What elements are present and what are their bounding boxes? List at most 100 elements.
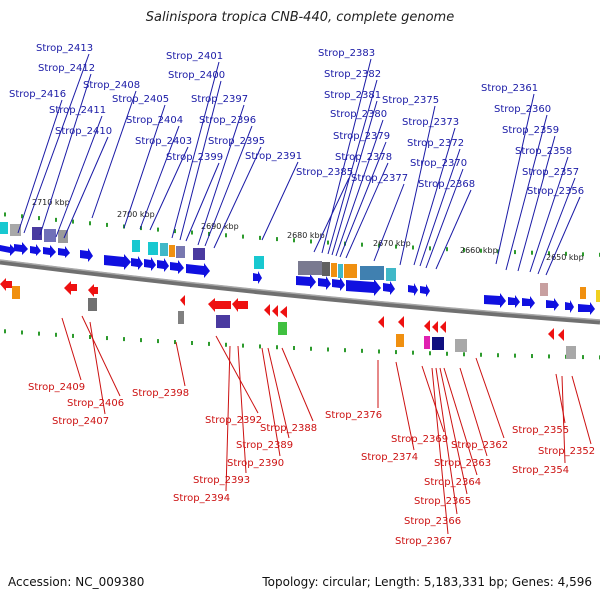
ring-tick [514,353,516,358]
feature-box [0,222,8,234]
leader-line [431,367,449,535]
gene-label: Strop_2365 [414,496,471,507]
ring-tick [412,245,414,250]
gene-label: Strop_2412 [38,63,95,74]
feature-box [386,268,396,281]
ring-tick [55,217,57,222]
tick-label: 2670 kbp [373,239,411,248]
ring-tick [327,347,329,352]
gene-arrow [565,300,574,313]
gene-label: Strop_2378 [335,152,392,163]
leader-line [213,146,262,249]
leader-line [179,80,222,241]
gene-arrow [186,263,210,278]
ring-tick [208,231,210,236]
gene-arrow [131,256,143,270]
gene-label: Strop_2393 [193,475,250,486]
gene-arrow [522,296,535,309]
ring-tick [548,354,550,359]
ring-tick [361,242,363,247]
feature-box [322,262,330,276]
ring-tick [21,330,23,335]
leader-line [413,127,456,266]
leader-line [335,119,384,257]
ring-tick [174,229,176,234]
gene-label: Strop_2375 [382,95,439,106]
tick-label: 2700 kbp [117,210,155,219]
gene-arrow [208,298,231,312]
gene-arrow [157,258,169,272]
gene-label: Strop_2401 [166,51,223,62]
leader-line [373,183,405,262]
ring-tick [123,337,125,342]
feature-box [278,322,287,335]
feature-boxes [0,222,600,359]
leader-lines [17,53,592,535]
leader-line [459,367,488,457]
gene-arrow [0,278,12,291]
ring-tick [4,212,6,217]
gene-label: Strop_2411 [49,105,106,116]
gene-arrow [0,244,16,256]
feature-box [12,286,20,299]
leader-line [505,114,548,271]
gene-arrow [253,271,262,284]
gene-arrow [558,329,564,341]
gene-arrow [546,298,559,311]
gene-arrow [104,254,131,270]
gene-label: Strop_2413 [36,43,93,54]
gene-label: Strop_2382 [324,69,381,80]
forward-genes [0,242,595,315]
gene-label: Strop_2352 [538,446,595,457]
gene-label: Strop_2397 [191,94,248,105]
ring-tick [412,350,414,355]
gene-arrow [64,281,77,295]
gene-label: Strop_2368 [418,179,475,190]
ring-tick [497,353,499,358]
leader-line [475,357,505,439]
ring-tick [480,352,482,357]
leader-line [61,317,82,381]
gene-label: Strop_2355 [512,425,569,436]
gene-label: Strop_2356 [527,186,584,197]
kbp-ticks: 2710 kbp 2700 kbp 2690 kbp 2680 kbp 2670… [32,198,584,262]
gene-label: Strop_2416 [9,89,66,100]
ring-tick [463,352,465,357]
leader-line [171,61,220,239]
ring-tick [378,243,380,248]
gene-label: Strop_2399 [166,152,223,163]
gene-label: Strop_2360 [494,104,551,115]
leader-line [225,345,231,492]
ring-tick [4,329,6,334]
gene-label: Strop_2380 [330,109,387,120]
ring-tick [157,227,159,232]
ring-tick [89,335,91,340]
ring-tick [531,250,533,255]
leader-line [327,79,378,255]
reverse-genes [0,278,564,341]
leader-line [421,365,445,433]
gene-label: Strop_2370 [410,158,467,169]
gene-label: Strop_2398 [132,388,189,399]
ring-tick [582,355,584,360]
ring-tick [89,221,91,226]
gene-arrow [432,321,438,333]
ring-tick [72,219,74,224]
leader-line [23,53,90,234]
gene-label: Strop_2362 [451,440,508,451]
leader-line [439,367,468,495]
ring-tick [276,237,278,242]
ring-tick [225,342,227,347]
ring-tracks [4,212,600,360]
gene-arrow [378,316,384,328]
leader-line [81,315,121,397]
leader-line [425,168,464,269]
ring-tick [565,251,567,256]
leader-line [443,367,478,476]
ring-tick [140,226,142,231]
ring-tick [191,230,193,235]
gene-label: Strop_2404 [126,115,183,126]
feature-box [132,240,140,252]
gene-arrow [440,321,446,333]
ring-tick [531,354,533,359]
